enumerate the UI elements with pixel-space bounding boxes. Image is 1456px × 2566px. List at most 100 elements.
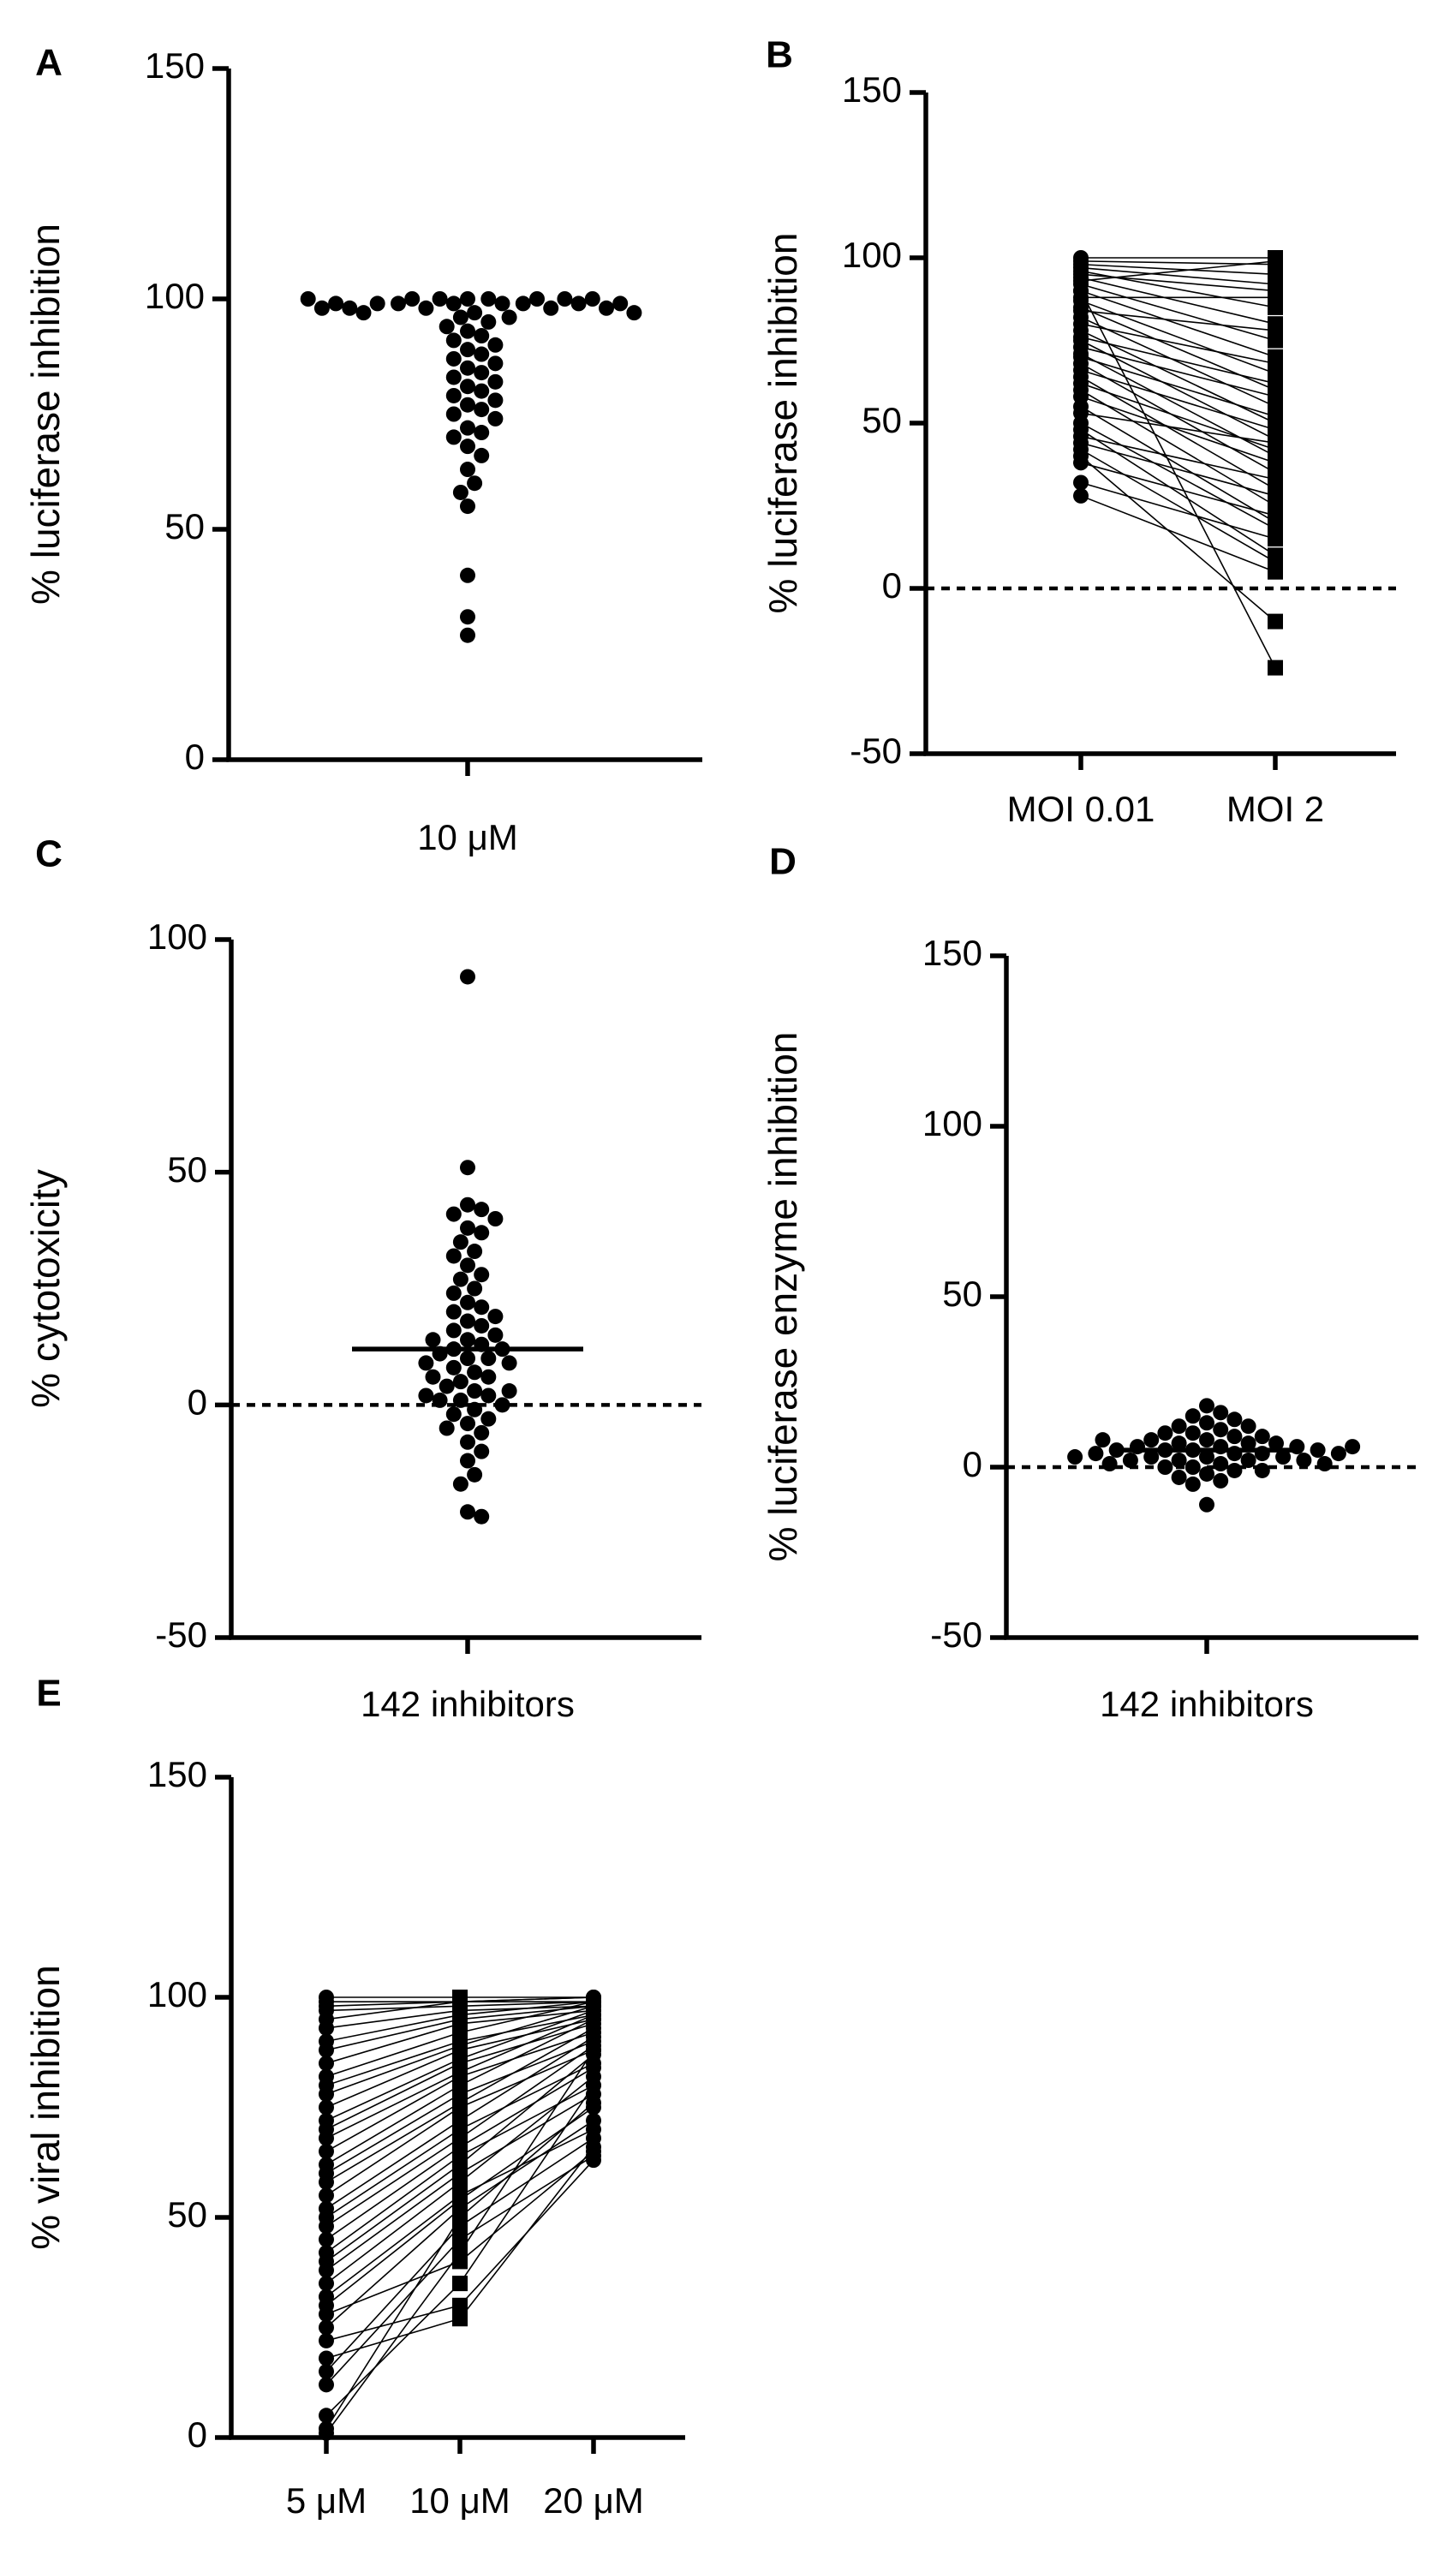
point [1296, 1453, 1312, 1469]
point [425, 1369, 441, 1385]
point [460, 1160, 475, 1176]
point [319, 2363, 334, 2379]
point [1268, 1435, 1284, 1452]
panel-letter: E [36, 1673, 61, 1715]
point [1268, 253, 1283, 269]
point [599, 300, 614, 316]
point [445, 429, 462, 445]
point [515, 295, 531, 312]
point [452, 2099, 468, 2115]
point [452, 1476, 468, 1492]
point [460, 1313, 475, 1329]
pair-line [1080, 429, 1276, 557]
point [452, 1374, 468, 1390]
point [1143, 1449, 1160, 1465]
point [452, 1271, 468, 1287]
x-tick-label: MOI 2 [1226, 789, 1324, 829]
y-tick-label: 150 [842, 69, 902, 110]
point [1073, 455, 1089, 471]
pair-line [1080, 346, 1276, 397]
point [319, 2130, 334, 2146]
point [1268, 322, 1283, 338]
point [1330, 1446, 1346, 1462]
y-axis-label: % cytotoxicity [23, 1169, 68, 1408]
point [1157, 1459, 1173, 1475]
point [460, 291, 475, 307]
point [1268, 531, 1283, 547]
pair-line [1080, 422, 1276, 530]
point [418, 300, 434, 316]
point [460, 567, 475, 583]
point [1268, 487, 1283, 504]
point [570, 295, 587, 312]
point [319, 2174, 334, 2190]
point [445, 350, 462, 367]
point [494, 1397, 510, 1413]
point [586, 2112, 601, 2128]
point [494, 295, 510, 312]
point [1199, 1432, 1214, 1448]
point [1268, 613, 1283, 630]
point [487, 410, 504, 427]
point [319, 2042, 334, 2058]
point [474, 1443, 490, 1459]
panel-letter: A [35, 42, 63, 84]
point [1199, 1496, 1214, 1513]
point [467, 305, 483, 321]
point [1275, 1449, 1292, 1465]
point [1268, 435, 1283, 451]
y-tick-label: 100 [147, 1974, 207, 2014]
pair-line [1080, 316, 1276, 408]
pair-line [1080, 277, 1276, 325]
point [1199, 1465, 1214, 1482]
point [445, 1248, 462, 1264]
pair-line [1080, 260, 1276, 282]
point [474, 402, 490, 418]
pair-line [1080, 495, 1276, 573]
point [460, 1196, 475, 1213]
pair-line [1080, 362, 1276, 474]
point [1073, 283, 1089, 299]
point [1213, 1472, 1229, 1489]
point [1213, 1456, 1229, 1472]
point [460, 1257, 475, 1274]
point [1095, 1432, 1111, 1448]
point [586, 2130, 601, 2146]
point [1157, 1425, 1173, 1441]
point [584, 291, 600, 307]
pair-line [1080, 290, 1276, 669]
point [474, 1317, 490, 1334]
point [474, 346, 490, 362]
point [404, 291, 421, 307]
pair-line [1080, 309, 1276, 331]
point [1184, 1476, 1201, 1492]
point [445, 295, 462, 312]
point [445, 406, 462, 422]
point [425, 1332, 441, 1348]
point [487, 392, 504, 409]
point [418, 1355, 434, 1371]
y-tick-label: -50 [930, 1614, 982, 1655]
pair-line [1080, 330, 1276, 424]
point [1240, 1435, 1256, 1452]
point [452, 1234, 468, 1250]
point [467, 1244, 483, 1260]
point [474, 1202, 490, 1218]
point [342, 300, 358, 316]
point [319, 2187, 334, 2204]
point [1073, 474, 1089, 491]
panel-letter: C [35, 833, 63, 875]
point [460, 360, 475, 376]
point [452, 2231, 468, 2247]
point [1199, 1398, 1214, 1414]
point [300, 291, 316, 307]
point [445, 387, 462, 403]
point [460, 420, 475, 436]
point [1268, 389, 1283, 405]
point [432, 291, 448, 307]
point [474, 365, 490, 381]
point [1226, 1411, 1243, 1428]
point [1268, 508, 1283, 524]
y-tick-label: 150 [922, 933, 982, 973]
point [445, 1406, 462, 1423]
